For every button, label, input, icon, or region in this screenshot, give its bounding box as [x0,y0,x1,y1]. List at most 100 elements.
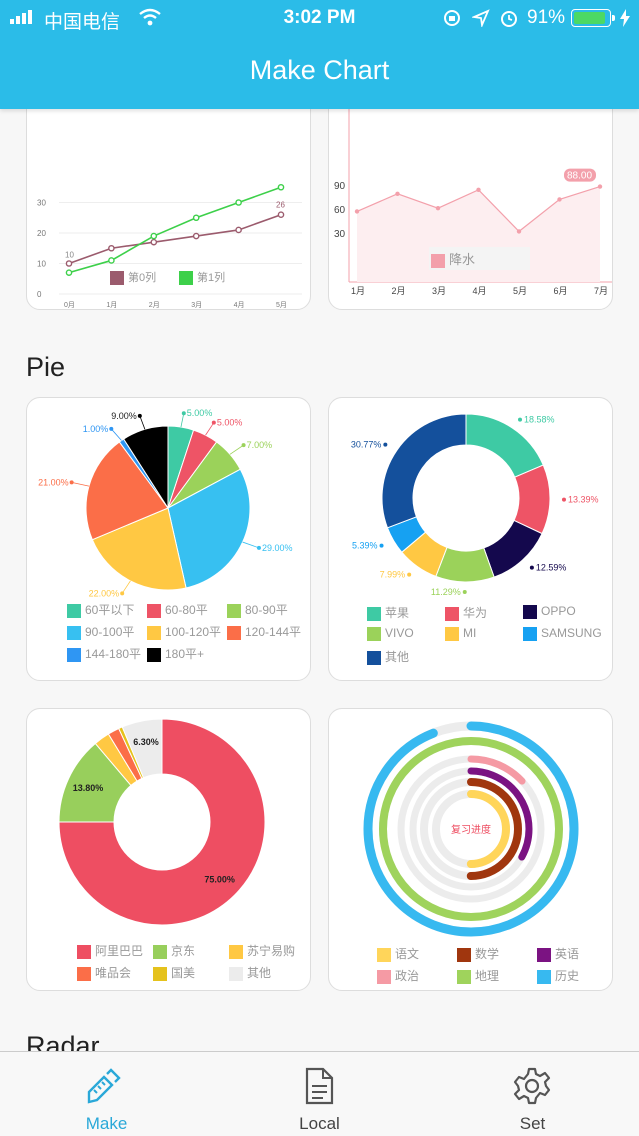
data-point [277,211,285,218]
section-title-radar: Radar [26,1031,100,1051]
clock-time: 3:02 PM [283,7,356,28]
legend-swatch [457,947,471,962]
legend-swatch [523,626,537,641]
chart-gallery[interactable]: 0 10 20 30 0月 1月 2月 3月 4月 5月 10 26 第0列 第1列 30 60 90 1月… [0,109,639,1051]
ring-progress [363,721,579,937]
x-tick-label: 1月 [106,301,117,309]
donut-chart-legend: 苹果 华为 OPPO VIVO MI SAMSUNG 其他 [329,398,612,680]
slice-label: 18.58% [524,415,555,425]
legend-item: 80-90平 [227,601,288,618]
tab-label: Set [519,1114,546,1133]
center-label: 复习进度 [451,823,491,836]
x-tick-label: 4月 [234,301,245,309]
slice-label: 30.77% [351,440,382,450]
legend-swatch [77,944,91,959]
legend-label: 唯品会 [95,966,132,980]
legend-swatch [537,947,551,962]
leader-dot [120,591,125,596]
legend-label: 120-144平 [245,625,302,639]
slice-label: 9.00% [111,411,137,421]
legend-item: 数学 [457,945,499,962]
pie-slice [167,468,251,589]
leader-dot [518,417,523,422]
donut-phone-card[interactable]: 18.58% 13.39% 12.59% 11.29% 7.99% 5.39% 30.77%… [328,397,613,681]
legend-label: SAMSUNG [541,626,602,640]
tab-make[interactable]: Make [0,1052,213,1136]
slice-label: 75.00% [204,875,235,885]
slice-label: 12.59% [536,563,567,573]
data-point [597,184,603,189]
slice-label: 13.80% [73,783,104,793]
legend-swatch [367,606,381,621]
legend-label: 第0列 [128,272,157,284]
tab-local[interactable]: Local [213,1052,426,1136]
data-point [516,229,522,234]
legend-item: OPPO [523,604,576,619]
y-tick-label: 60 [334,205,346,216]
battery-icon [571,9,615,27]
legend-item: VIVO [367,626,414,641]
alarm-icon [501,11,517,27]
legend-item: 苹果 [367,604,409,621]
ring-chart-legend: 语文 数学 英语 政治 地理 历史 [329,709,612,990]
legend-label: MI [463,626,477,640]
section-title-pie: Pie [26,352,66,382]
gear-icon [513,1067,551,1105]
status-bar: 中国电信 3:02 PM 91% [0,0,639,36]
ring-progress [397,755,545,903]
area-chart-card[interactable]: 30 60 90 1月 2月 3月 4月 5月 6月 7月 88.00 降水 [328,109,613,310]
y-tick-label: 30 [334,229,346,240]
leader-line [242,541,260,549]
rotation-lock-icon [444,10,460,26]
donut-shop-card[interactable]: 75.00% 13.80% 6.30% 阿里巴巴 京东 苏宁易购 唯品会 国美 其他 [26,708,311,991]
carrier-name: 中国电信 [44,12,121,33]
legend-label: 地理 [475,969,500,983]
x-tick-label: 2月 [149,301,160,309]
legend-swatch [179,271,193,286]
legend-swatch [523,604,537,619]
data-point [150,238,158,246]
slice-label: 13.39% [568,495,599,505]
x-tick-label: 2月 [392,286,406,296]
leader-dot [407,572,412,577]
y-tick-label: 20 [37,229,46,238]
legend-label: 90-100平 [85,625,135,639]
legend-label: 第1列 [197,272,226,284]
legend-swatch [367,650,381,665]
data-point [108,244,115,252]
ring-progress-chart: 复习进度 [363,721,579,937]
line-chart-card[interactable]: 0 10 20 30 0月 1月 2月 3月 4月 5月 10 26 第0列 第1列 [26,109,311,310]
slice-label: 5.00% [217,418,243,428]
legend-item: 60-80平 [147,601,208,618]
donut-slice [121,718,163,779]
y-tick-label: 30 [37,199,46,208]
legend-label: 语文 [395,947,420,961]
leader-dot [561,497,566,502]
data-point [150,232,158,240]
leader-line [229,444,244,455]
data-label: 10 [65,251,74,260]
legend-label: 阿里巴巴 [95,944,144,958]
legend-item: 60平以下 [67,601,134,618]
donut-chart-legend: 阿里巴巴 京东 苏宁易购 唯品会 国美 其他 [27,709,310,990]
x-tick-label: 5月 [276,301,287,309]
leader-dot [241,443,246,448]
x-tick-label: 0月 [64,301,75,309]
leader-dot [462,589,467,594]
legend-label: 国美 [171,966,196,980]
donut-chart: 75.00% 13.80% 6.30% [58,718,266,926]
leader-line [180,413,185,428]
battery-percent: 91% [527,7,566,28]
legend-label: 政治 [395,969,420,983]
ring-progress-card[interactable]: 复习进度 语文 数学 英语 政治 地理 历史 [328,708,613,991]
pie-area-card[interactable]: 5.00% 5.00% 7.00% 29.00% 22.00% 21.00% 1.00% 9.… [26,397,311,681]
data-point [395,191,400,196]
legend-swatch [153,966,167,981]
legend-swatch [227,603,241,618]
legend-swatch [147,603,161,618]
data-point [277,183,285,191]
line-chart: 0 10 20 30 0月 1月 2月 3月 4月 5月 10 26 [37,183,302,309]
data-point [435,206,441,211]
legend-swatch [229,944,243,959]
tab-set[interactable]: Set [426,1052,639,1136]
